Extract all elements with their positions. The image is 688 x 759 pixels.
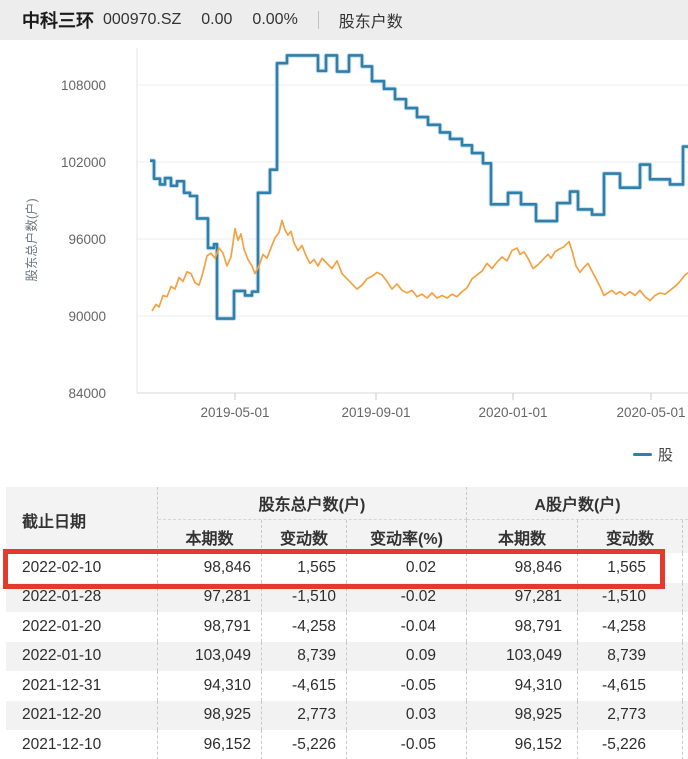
chart-canvas[interactable]: 84000 90000 96000 102000 108000 2019-05-01 201…	[0, 40, 688, 487]
series-blue-step-halo	[150, 53, 688, 321]
y-tick-label: 90000	[68, 309, 106, 324]
header-divider	[317, 11, 319, 29]
cell-clipped	[683, 701, 688, 731]
table-row: 2022-01-28 97,281 -1,510 -0.02 97,281 -1…	[6, 582, 688, 613]
cell-date: 2022-02-10	[6, 553, 158, 583]
table-row: 2022-01-10 103,049 8,739 0.09 103,049 8,…	[6, 641, 688, 672]
cell-clipped	[683, 642, 688, 672]
x-tick-label: 2020-05-01	[616, 405, 685, 420]
col-header-total-change: 变动数	[262, 520, 347, 553]
cell-a-change: -4,258	[578, 612, 683, 642]
cell-a-current: 98,791	[467, 612, 578, 642]
cell-clipped	[683, 730, 688, 759]
x-tick-label: 2019-09-01	[341, 405, 410, 420]
x-tick-label: 2020-01-01	[478, 405, 547, 420]
legend-label: 股	[658, 446, 674, 464]
cell-total-change: -4,615	[262, 671, 347, 701]
cell-total-rate: -0.02	[347, 582, 467, 612]
cell-total-rate: -0.05	[347, 671, 467, 701]
col-group-a-share: A股户数(户)	[467, 487, 688, 520]
cell-a-current: 103,049	[467, 641, 578, 671]
cell-date: 2021-12-10	[6, 730, 158, 759]
cell-total-current: 103,049	[158, 641, 262, 671]
stock-name: 中科三环	[22, 11, 94, 31]
cell-a-current: 97,281	[467, 582, 578, 612]
table-row: 2021-12-31 94,310 -4,615 -0.05 94,310 -4…	[6, 671, 688, 701]
col-header-total-rate: 变动率(%)	[347, 520, 467, 553]
tab-shareholder-count[interactable]: 股东户数	[338, 14, 403, 31]
stock-code: 000970.SZ	[103, 11, 182, 28]
cell-a-change: -5,226	[578, 730, 683, 759]
cell-total-current: 98,846	[158, 553, 262, 583]
col-header-total-current: 本期数	[158, 520, 262, 553]
col-header-a-change: 变动数	[578, 520, 683, 553]
y-tick-label: 96000	[68, 232, 106, 247]
cell-total-current: 98,791	[158, 612, 262, 642]
cell-total-change: -1,510	[262, 582, 347, 612]
cell-total-change: 2,773	[262, 700, 347, 730]
cell-total-rate: 0.03	[347, 700, 467, 730]
cell-a-change: 8,739	[578, 641, 683, 671]
series-blue-step	[150, 54, 688, 320]
cell-a-current: 98,925	[467, 700, 578, 730]
shareholder-chart[interactable]: 84000 90000 96000 102000 108000 2019-05-01 201…	[0, 40, 688, 487]
cell-clipped	[683, 612, 688, 642]
cell-total-rate: 0.09	[347, 641, 467, 671]
y-axis-title: 股东总户数(户)	[24, 198, 39, 281]
cell-clipped	[683, 553, 688, 583]
y-tick-label: 108000	[61, 78, 106, 93]
col-header-clipped	[683, 520, 688, 553]
col-header-date: 截止日期	[6, 487, 158, 553]
cell-date: 2022-01-28	[6, 582, 158, 612]
shareholder-table: 截止日期 股东总户数(户) A股户数(户) 本期数 变动数 变动率(%) 本期数…	[0, 487, 688, 759]
cell-clipped	[683, 583, 688, 613]
cell-date: 2022-01-20	[6, 612, 158, 642]
cell-a-change: -4,615	[578, 671, 683, 701]
table-row: 2022-01-20 98,791 -4,258 -0.04 98,791 -4…	[6, 612, 688, 642]
cell-total-change: 8,739	[262, 641, 347, 671]
cell-total-current: 98,925	[158, 700, 262, 730]
table-row: 2022-02-10 98,846 1,565 0.02 98,846 1,56…	[6, 553, 688, 583]
cell-total-rate: 0.02	[347, 553, 467, 583]
legend-line-marker	[633, 452, 652, 456]
cell-date: 2021-12-20	[6, 700, 158, 730]
cell-a-current: 96,152	[467, 730, 578, 759]
cell-total-current: 94,310	[158, 671, 262, 701]
col-header-a-current: 本期数	[467, 520, 578, 553]
cell-a-current: 94,310	[467, 671, 578, 701]
y-tick-label: 102000	[61, 155, 106, 170]
stock-price-change-pct: 0.00%	[252, 11, 298, 28]
cell-a-change: -1,510	[578, 582, 683, 612]
cell-a-change: 2,773	[578, 700, 683, 730]
x-tick-label: 2019-05-01	[200, 405, 269, 420]
table-row: 2021-12-10 96,152 -5,226 -0.05 96,152 -5…	[6, 730, 688, 759]
col-group-total: 股东总户数(户)	[158, 487, 467, 520]
cell-total-change: -4,258	[262, 612, 347, 642]
stock-price-change: 0.00	[201, 11, 233, 28]
cell-total-change: -5,226	[262, 730, 347, 759]
cell-total-change: 1,565	[262, 553, 347, 583]
cell-total-rate: -0.05	[347, 730, 467, 759]
cell-date: 2022-01-10	[6, 641, 158, 671]
series-orange	[151, 219, 688, 312]
cell-a-change: 1,565	[578, 553, 683, 583]
cell-clipped	[683, 671, 688, 701]
cell-a-current: 98,846	[467, 553, 578, 583]
cell-total-current: 96,152	[158, 730, 262, 759]
cell-date: 2021-12-31	[6, 671, 158, 701]
y-tick-label: 84000	[68, 386, 106, 401]
stock-header: 中科三环 000970.SZ 0.00 0.00% 股东户数	[0, 0, 688, 40]
table-header: 截止日期 股东总户数(户) A股户数(户) 本期数 变动数 变动率(%) 本期数…	[6, 487, 688, 553]
chart-legend[interactable]: 股	[633, 444, 688, 464]
cell-total-current: 97,281	[158, 582, 262, 612]
cell-total-rate: -0.04	[347, 612, 467, 642]
table-row: 2021-12-20 98,925 2,773 0.03 98,925 2,77…	[6, 700, 688, 731]
